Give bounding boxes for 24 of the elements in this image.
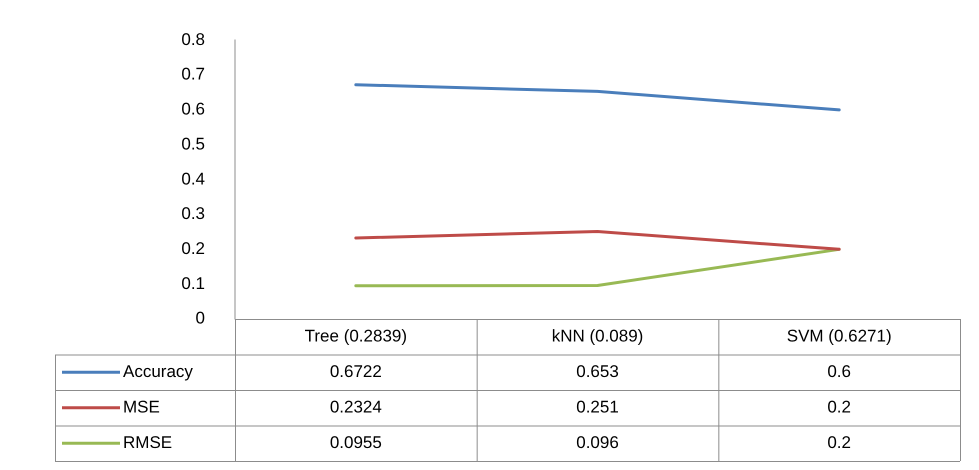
- x-tick-label: kNN (0.089): [552, 326, 644, 346]
- y-tick-label: 0.5: [181, 134, 205, 154]
- x-tick-label: Tree (0.2839): [304, 326, 408, 346]
- legend-label: Accuracy: [123, 362, 194, 381]
- y-tick-label: 0.4: [181, 169, 205, 188]
- legend-label: RMSE: [123, 432, 172, 452]
- y-tick-label: 0.1: [181, 274, 205, 293]
- data-label: 0.0955: [330, 432, 382, 452]
- data-label: 0.2: [827, 397, 851, 416]
- data-label: 0.2: [827, 432, 851, 452]
- data-label: 0.096: [576, 432, 619, 452]
- data-label: 0.6722: [330, 362, 382, 381]
- y-tick-label: 0.3: [181, 204, 205, 224]
- y-tick-label: 0.2: [181, 238, 205, 258]
- y-tick-label: 0.8: [181, 30, 205, 49]
- y-tick-label: 0.6: [181, 100, 205, 119]
- data-label: 0.2324: [330, 397, 382, 416]
- data-label: 0.653: [576, 362, 619, 381]
- x-tick-label: SVM (0.6271): [786, 326, 892, 346]
- data-label: 0.251: [576, 397, 619, 416]
- y-tick-label: 0.7: [181, 64, 205, 84]
- data-label: 0.6: [827, 362, 851, 381]
- legend-label: MSE: [123, 397, 160, 416]
- y-tick-label: 0: [196, 308, 205, 328]
